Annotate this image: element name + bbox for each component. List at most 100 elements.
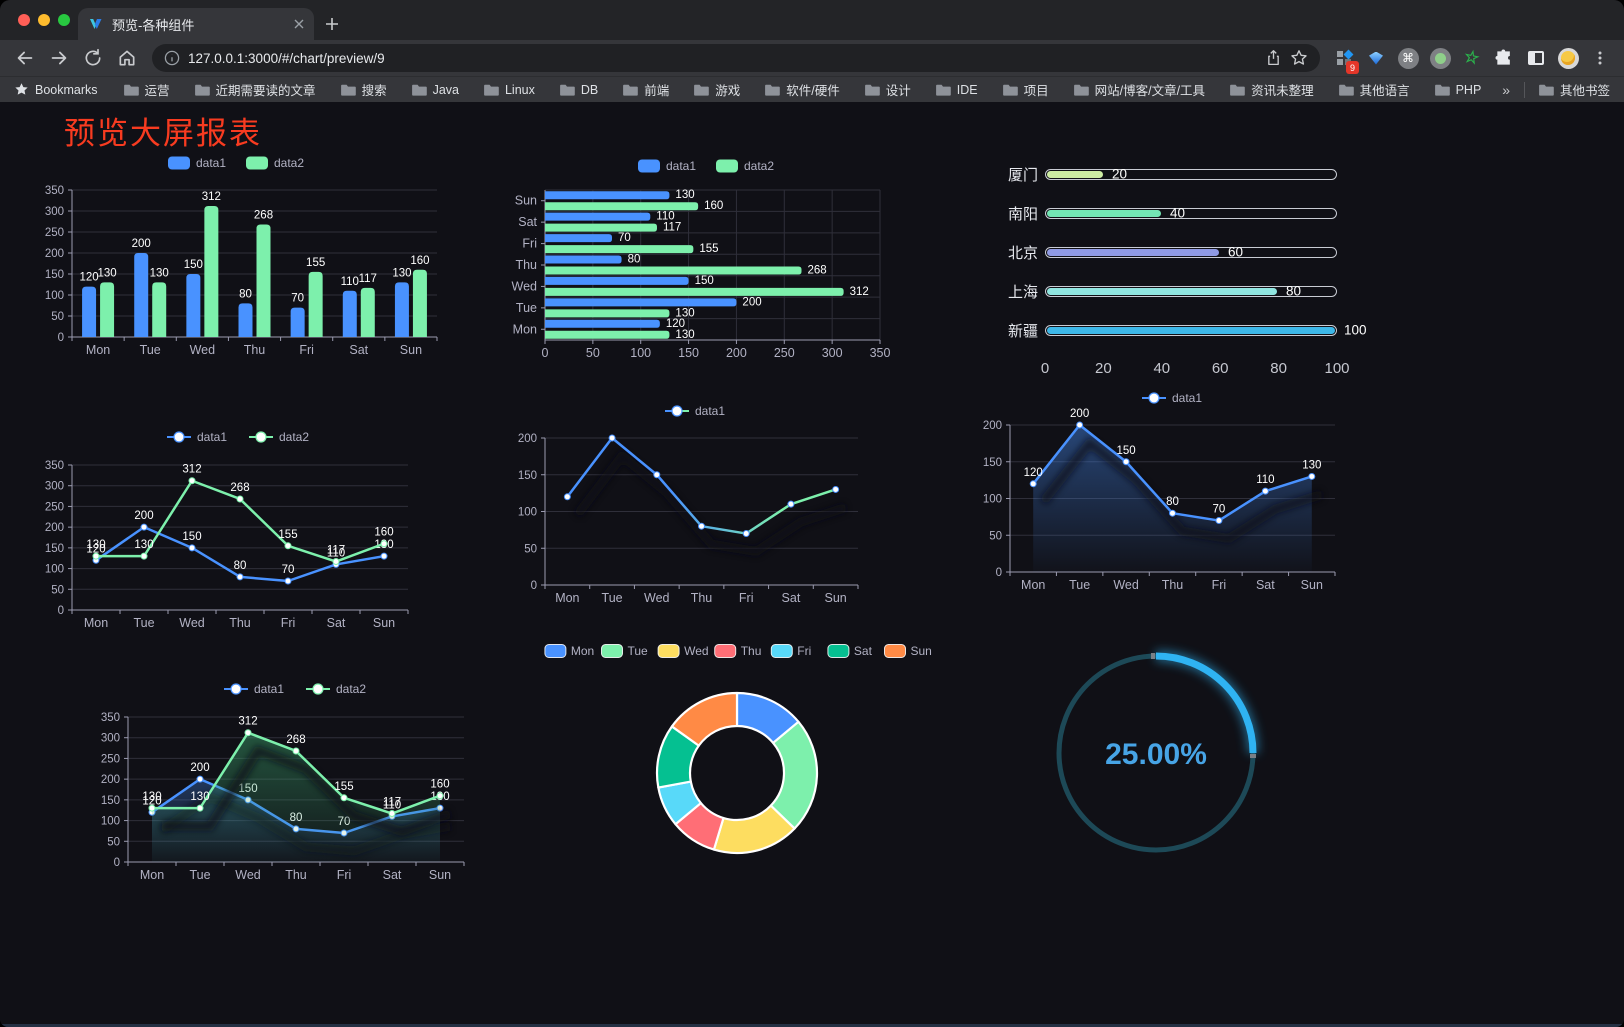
site-info-icon[interactable] bbox=[164, 50, 180, 66]
bookmark-item[interactable]: 近期需要读的文章 bbox=[194, 80, 316, 99]
chart-donut[interactable]: Mon Tue Wed Thu Fri Sat Sun bbox=[537, 640, 937, 902]
extension-command-icon[interactable]: ⌘ bbox=[1394, 44, 1422, 72]
extension-sidebar-icon[interactable] bbox=[1522, 44, 1550, 72]
chart-line-area-two-series[interactable]: data1 data2 0 50 100 150 200 250 300 350 Mon Tue Wed… bbox=[90, 672, 510, 897]
svg-text:Tue: Tue bbox=[628, 644, 649, 658]
svg-text:70: 70 bbox=[1213, 504, 1226, 516]
other-bookmarks[interactable]: 其他书签 bbox=[1539, 80, 1610, 99]
svg-text:350: 350 bbox=[101, 712, 120, 724]
svg-text:0: 0 bbox=[996, 567, 1002, 579]
svg-text:100: 100 bbox=[101, 816, 120, 828]
svg-text:Wed: Wed bbox=[235, 868, 261, 882]
svg-text:70: 70 bbox=[618, 232, 631, 244]
bookmark-item[interactable]: DB bbox=[559, 82, 599, 97]
minimize-window-button[interactable] bbox=[38, 14, 50, 26]
svg-text:268: 268 bbox=[254, 209, 273, 221]
extensions-puzzle-icon[interactable] bbox=[1490, 44, 1518, 72]
extension-green-star-icon[interactable]: ☆ bbox=[1462, 46, 1482, 69]
bookmark-item[interactable]: 资讯未整理 bbox=[1230, 80, 1314, 99]
svg-text:300: 300 bbox=[101, 733, 120, 745]
svg-text:70: 70 bbox=[282, 564, 295, 576]
bookmark-label: 运营 bbox=[144, 84, 170, 98]
folder-icon bbox=[484, 84, 499, 96]
chart-grouped-bar[interactable]: data1 data2 0 50 100 150 200 250 300 350 Mon Tue Wed… bbox=[34, 150, 464, 368]
svg-text:130: 130 bbox=[150, 267, 169, 279]
share-icon[interactable] bbox=[1265, 49, 1282, 67]
extension-gem-icon[interactable] bbox=[1362, 44, 1390, 72]
bookmark-item[interactable]: 项目 bbox=[1002, 80, 1049, 99]
extension-emoji-icon[interactable] bbox=[1554, 44, 1582, 72]
tab-close-button[interactable] bbox=[294, 19, 304, 29]
bookmark-item[interactable]: 运营 bbox=[123, 80, 170, 99]
folder-icon bbox=[1002, 84, 1018, 96]
bookmarks-overflow-chevron[interactable]: » bbox=[1502, 81, 1510, 98]
bookmark-item[interactable]: Java bbox=[411, 83, 459, 97]
bookmark-item[interactable]: PHP bbox=[1434, 83, 1481, 97]
back-button[interactable] bbox=[10, 44, 40, 72]
progress-track: 20 bbox=[1045, 166, 1337, 182]
fullscreen-window-button[interactable] bbox=[58, 14, 70, 26]
bookmark-label: DB bbox=[580, 82, 599, 97]
svg-text:200: 200 bbox=[132, 238, 151, 250]
svg-text:70: 70 bbox=[291, 293, 304, 305]
svg-text:Sat: Sat bbox=[782, 591, 801, 605]
bookmarks-manager[interactable]: Bookmarks bbox=[14, 82, 98, 97]
bookmark-item[interactable]: 搜索 bbox=[340, 80, 387, 99]
reload-button[interactable] bbox=[78, 44, 108, 72]
bookmark-star-icon[interactable] bbox=[1290, 49, 1308, 67]
bookmark-item[interactable]: 前端 bbox=[623, 80, 669, 99]
bookmark-item[interactable]: 软件/硬件 bbox=[765, 80, 840, 99]
svg-text:200: 200 bbox=[134, 510, 153, 522]
svg-text:150: 150 bbox=[101, 795, 120, 807]
url-bar[interactable]: 127.0.0.1:3000/#/chart/preview/9 bbox=[152, 44, 1320, 72]
chart-line-gradient[interactable]: data1 0 50 100 150 200 Mon Tue Wed Thu Fri Sat Sun bbox=[490, 397, 900, 612]
close-window-button[interactable] bbox=[18, 14, 30, 26]
svg-text:0: 0 bbox=[58, 605, 64, 617]
svg-text:Tue: Tue bbox=[140, 343, 161, 357]
progress-row: 上海 80 bbox=[960, 281, 1360, 301]
chart-line-two-series[interactable]: data1 data2 0 50 100 150 200 250 300 350 Mon Tue Wed… bbox=[34, 422, 464, 637]
bookmark-item[interactable]: 其他语言 bbox=[1338, 80, 1410, 99]
browser-tab[interactable]: 预览-各种组件 bbox=[78, 8, 314, 40]
svg-text:120: 120 bbox=[79, 272, 98, 284]
svg-text:Thu: Thu bbox=[1162, 578, 1184, 592]
browser-menu-icon[interactable] bbox=[1586, 44, 1614, 72]
chart-area-single-series[interactable]: data1 0 50 100 150 200 Mon Tue Wed Thu Fri Sat Sun 12… bbox=[955, 390, 1360, 600]
svg-text:Tue: Tue bbox=[133, 616, 154, 630]
svg-text:110: 110 bbox=[341, 276, 359, 288]
svg-text:data1: data1 bbox=[666, 159, 696, 173]
progress-track: 60 bbox=[1045, 245, 1337, 260]
chart-gauge[interactable]: 25.00% bbox=[1026, 623, 1286, 883]
folder-icon bbox=[411, 84, 427, 96]
svg-text:110: 110 bbox=[327, 547, 345, 559]
bookmark-item[interactable]: Linux bbox=[484, 83, 535, 97]
bookmark-label: 搜索 bbox=[361, 84, 387, 98]
chart-progress-bars[interactable]: 厦门 20 南阳 40 北京 60 上海 80 新疆 100 0 20 40 60 80 100 bbox=[960, 152, 1367, 387]
extension-tabs-icon[interactable]: 9 bbox=[1330, 44, 1359, 74]
svg-text:Mon: Mon bbox=[571, 644, 594, 658]
svg-text:80: 80 bbox=[239, 288, 252, 300]
tab-title: 预览-各种组件 bbox=[112, 17, 195, 33]
bookmark-item[interactable]: 网站/博客/文章/工具 bbox=[1073, 80, 1205, 99]
new-tab-button[interactable] bbox=[320, 12, 344, 36]
home-button[interactable] bbox=[112, 44, 142, 72]
bookmark-item[interactable]: 游戏 bbox=[694, 80, 740, 99]
svg-text:312: 312 bbox=[238, 716, 257, 728]
svg-text:130: 130 bbox=[86, 539, 105, 551]
progress-axis: 0 20 40 60 80 100 bbox=[1040, 360, 1350, 377]
chart-horizontal-bar[interactable]: data1 data2 0 50 100 150 200 250 300 350 Sun 130 160… bbox=[490, 150, 900, 368]
svg-text:Sun: Sun bbox=[429, 868, 451, 882]
extension-recorder-icon[interactable] bbox=[1426, 44, 1454, 72]
progress-track: 40 bbox=[1045, 206, 1337, 221]
svg-text:100: 100 bbox=[45, 564, 64, 576]
svg-text:0: 0 bbox=[542, 346, 549, 360]
svg-text:117: 117 bbox=[327, 545, 345, 557]
svg-text:Thu: Thu bbox=[515, 258, 537, 272]
forward-button[interactable] bbox=[44, 44, 74, 72]
bookmark-item[interactable]: IDE bbox=[935, 83, 978, 97]
bookmark-item[interactable]: 设计 bbox=[864, 80, 911, 99]
progress-value: 20 bbox=[1112, 166, 1128, 182]
svg-text:data2: data2 bbox=[279, 430, 309, 444]
svg-text:250: 250 bbox=[45, 227, 64, 239]
bookmarks-label: Bookmarks bbox=[35, 82, 98, 97]
